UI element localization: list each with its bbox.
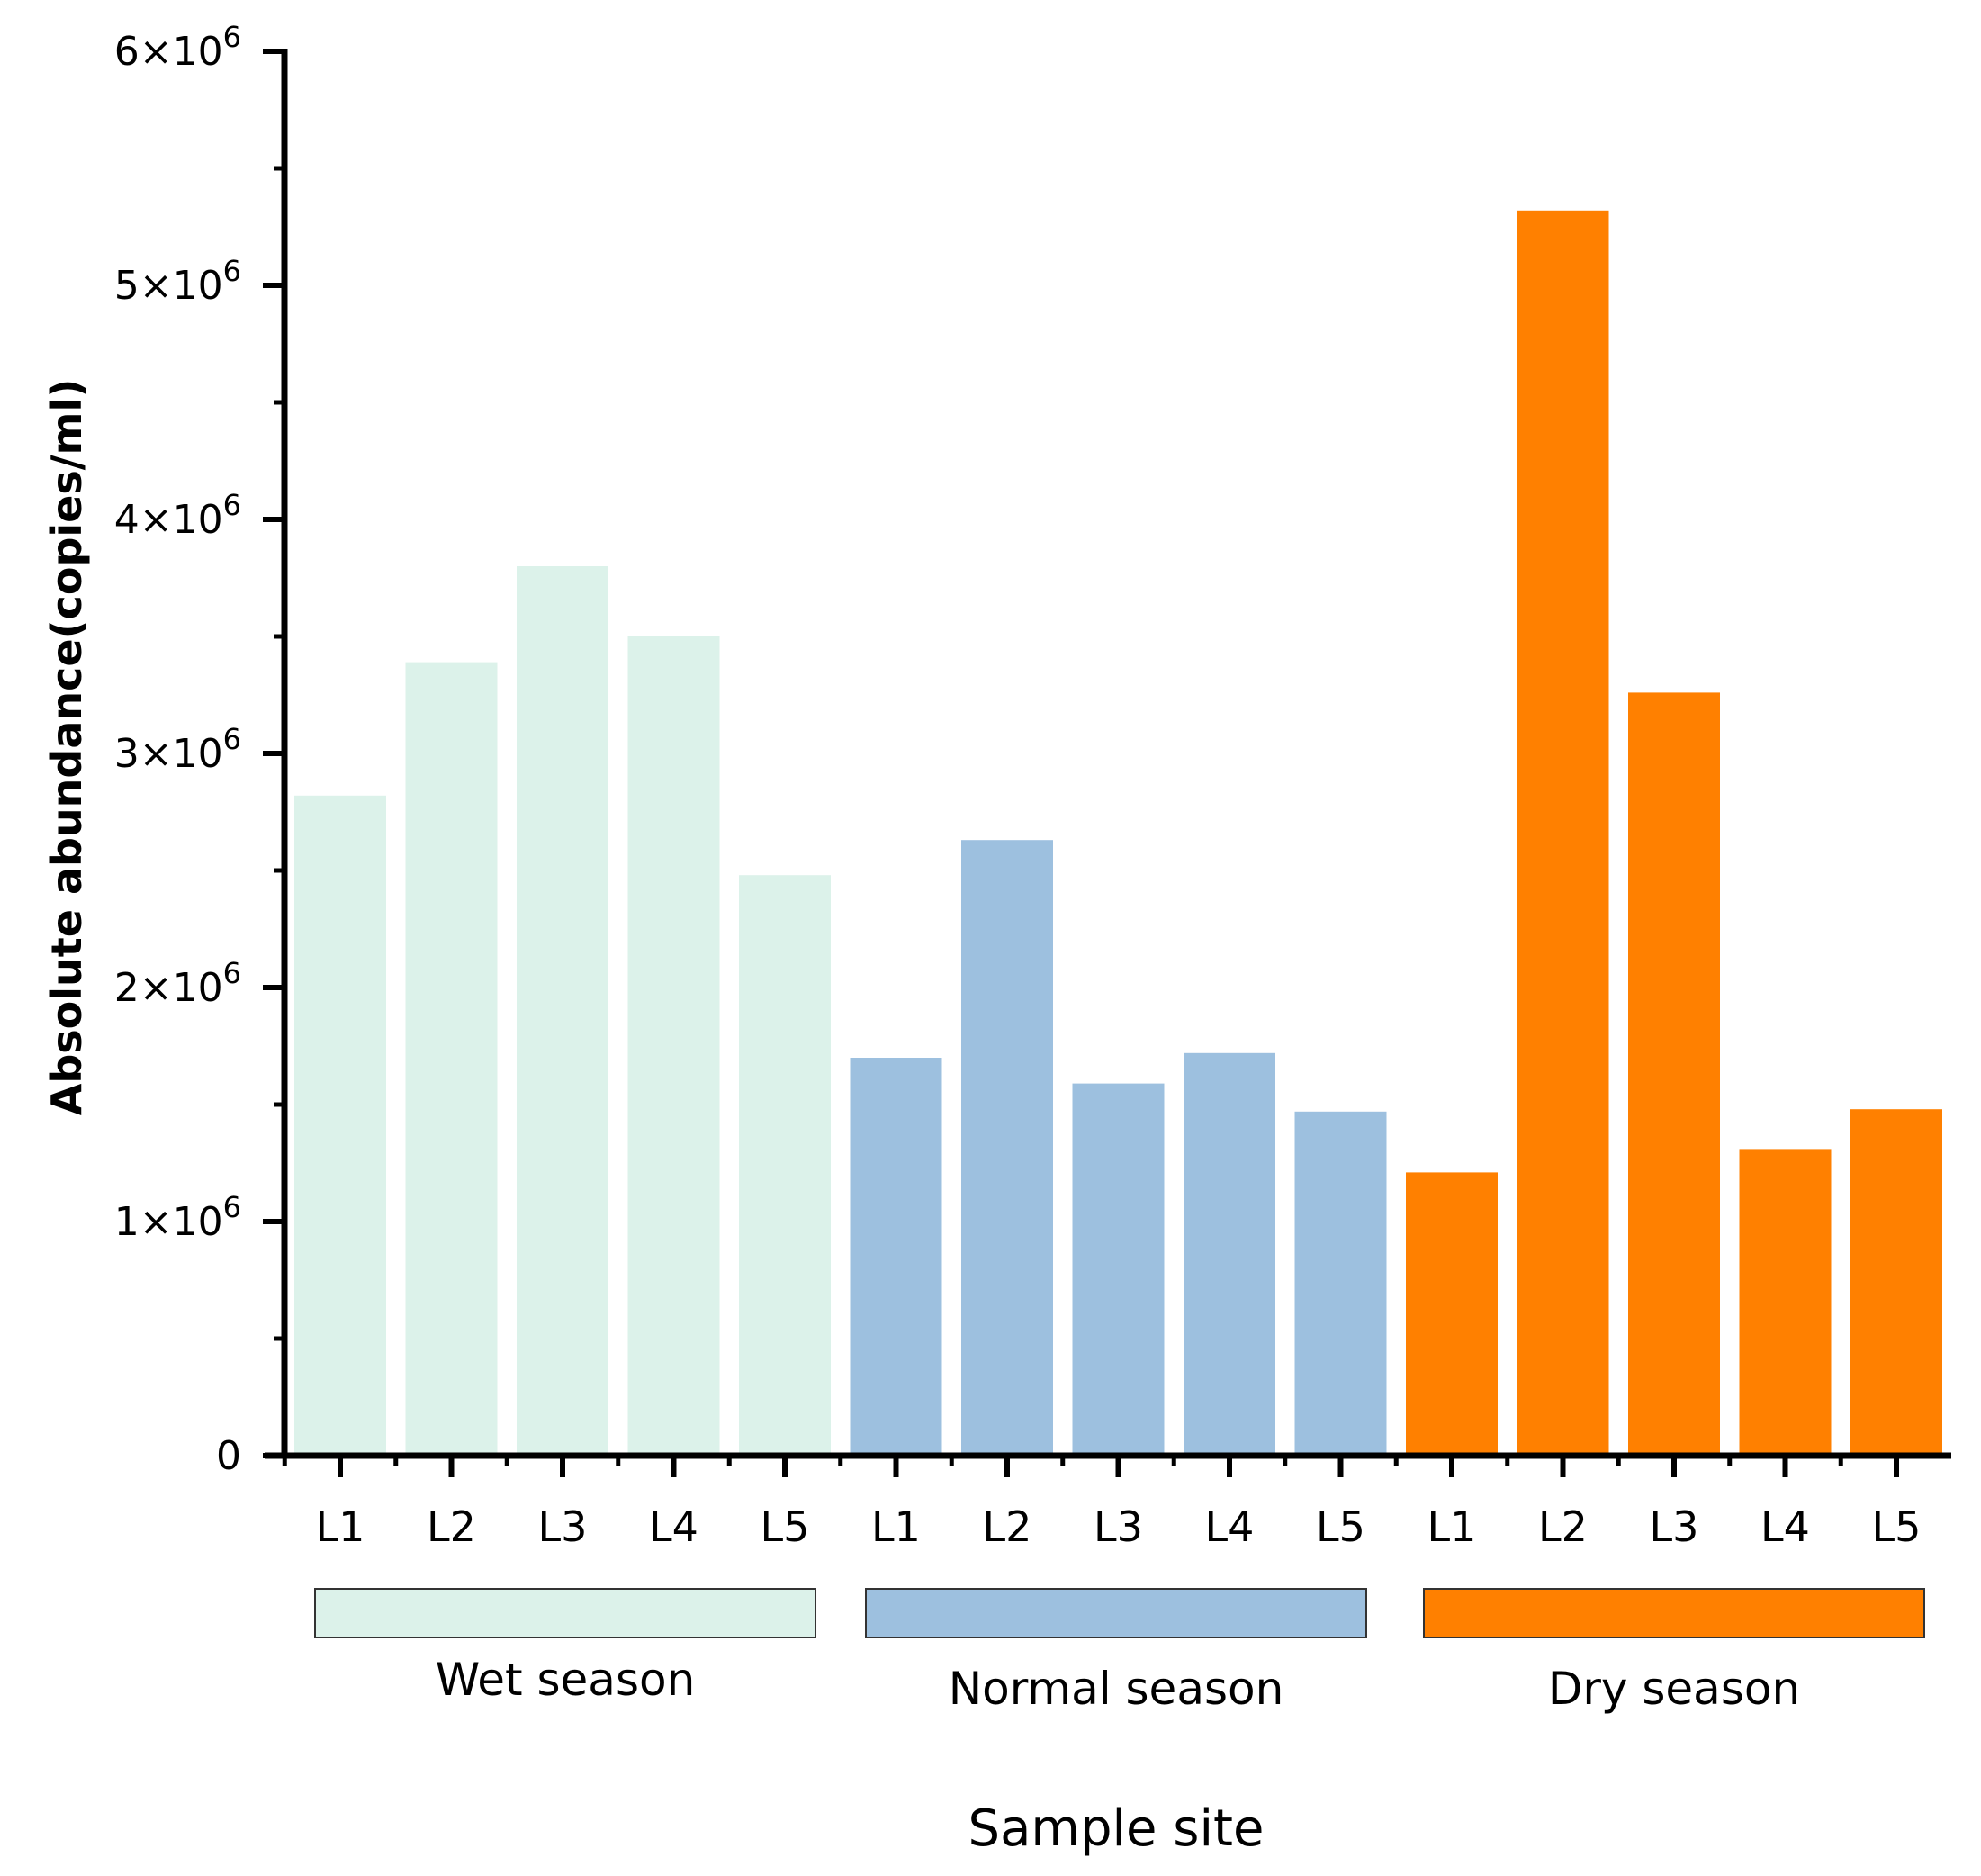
bar-normal-season-l5 <box>1294 1111 1387 1456</box>
x-axis-label: Sample site <box>968 1799 1265 1858</box>
bar-normal-season-l4 <box>1184 1052 1275 1456</box>
bar-dry-season-l5 <box>1850 1109 1942 1456</box>
bar-wet-season-l5 <box>739 875 831 1456</box>
x-tick-label: L1 <box>871 1502 921 1551</box>
bar-dry-season-l4 <box>1739 1149 1832 1456</box>
x-tick-label: L4 <box>1205 1502 1255 1551</box>
y-tick-label: 2×106 <box>114 956 241 1011</box>
y-tick-label: 6×106 <box>114 20 241 75</box>
legend-label-wet-season: Wet season <box>436 1654 696 1706</box>
bar-dry-season-l2 <box>1517 210 1609 1456</box>
y-ticks: 0 1×106 2×106 3×106 4×106 5×106 6×106 <box>114 20 284 1479</box>
y-tick-label: 3×106 <box>114 722 241 777</box>
y-axis-label: Absolute abundance(copies/ml) <box>42 379 91 1116</box>
bars-layer <box>294 210 1942 1456</box>
bar-normal-season-l1 <box>850 1058 942 1456</box>
legend-label-normal-season: Normal season <box>949 1663 1284 1715</box>
x-tick-label: L3 <box>538 1502 588 1551</box>
x-tick-label: L5 <box>761 1502 810 1551</box>
y-tick-label: 4×106 <box>114 488 241 543</box>
x-tick-label: L3 <box>1650 1502 1699 1551</box>
x-tick-label: L1 <box>316 1502 365 1551</box>
bar-wet-season-l1 <box>294 795 386 1456</box>
bar-wet-season-l2 <box>405 662 498 1456</box>
legend-box-normal-season <box>865 1588 1367 1638</box>
x-tick-label: L1 <box>1427 1502 1477 1551</box>
x-tick-label: L2 <box>983 1502 1032 1551</box>
x-tick-label: L2 <box>427 1502 476 1551</box>
x-tick-label: L2 <box>1538 1502 1588 1551</box>
bar-normal-season-l2 <box>961 840 1053 1456</box>
bar-dry-season-l1 <box>1406 1172 1498 1456</box>
y-tick-label: 5×106 <box>114 254 241 309</box>
season-legend: Wet season Normal season Dry season <box>314 1588 1925 1715</box>
y-tick-label: 0 <box>216 1433 241 1479</box>
x-tick-label: L3 <box>1094 1502 1143 1551</box>
y-tick-label: 1×106 <box>114 1190 241 1245</box>
x-tick-label: L4 <box>1760 1502 1810 1551</box>
bar-wet-season-l4 <box>627 636 720 1456</box>
bar-wet-season-l3 <box>517 566 608 1456</box>
x-tick-label: L4 <box>649 1502 698 1551</box>
legend-label-dry-season: Dry season <box>1548 1663 1800 1715</box>
x-ticks: L1 L2 L3 L4 L5 L1 L2 L3 L4 L5 L1 L2 L3 L4 L5 <box>282 1456 1922 1551</box>
legend-box-wet-season <box>314 1588 816 1638</box>
legend-box-dry-season <box>1423 1588 1925 1638</box>
x-tick-label: L5 <box>1872 1502 1922 1551</box>
bar-dry-season-l3 <box>1628 692 1720 1456</box>
bar-normal-season-l3 <box>1072 1083 1165 1456</box>
x-tick-label: L5 <box>1316 1502 1365 1551</box>
